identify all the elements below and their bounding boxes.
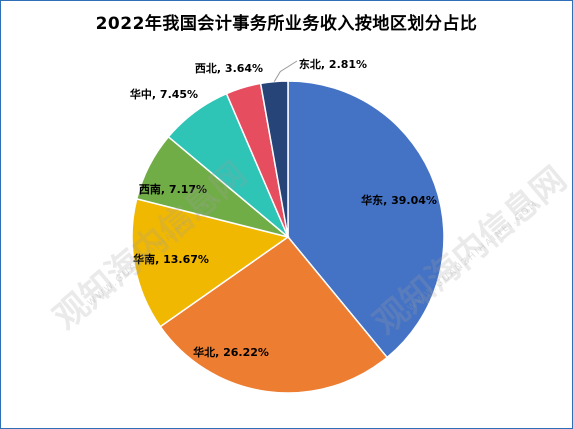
slice-label-5: 西北, 3.64% [195,61,263,75]
slice-label-2: 华南, 13.67% [133,252,209,266]
pie-slice-2 [131,197,290,328]
pie-slice-0 [287,80,445,359]
chart-title: 2022年我国会计事务所业务收入按地区划分占比 [95,14,478,34]
leader-line-6 [273,60,298,82]
slice-label-4: 华中, 7.45% [130,87,198,101]
slice-label-3: 西南, 7.17% [139,182,207,196]
slice-labels: 华东, 39.04% 华北, 26.22% 华南, 13.67% 西南, 7.17% 华… [130,57,437,359]
slice-label-6: 东北, 2.81% [299,57,367,71]
pie-slice-1 [159,235,389,394]
slice-label-1: 华北, 26.22% [193,345,269,359]
leader-lines [273,60,298,82]
slice-label-0: 华东, 39.04% [361,193,437,207]
pie-slices [131,80,445,394]
